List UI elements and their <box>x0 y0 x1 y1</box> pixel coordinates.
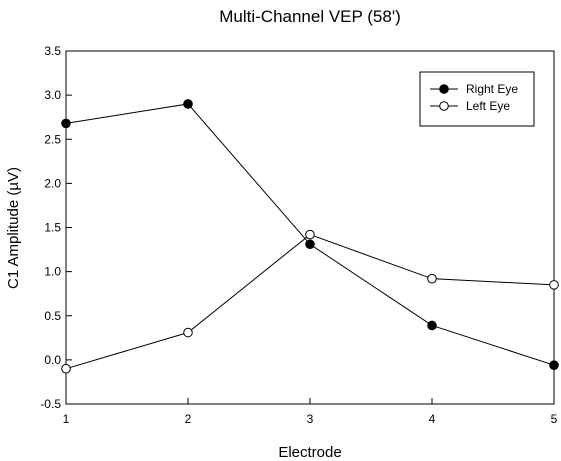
y-tick-label: 0.0 <box>44 353 61 367</box>
x-tick-label: 5 <box>551 412 558 426</box>
x-axis: 1 2 3 4 5 <box>63 398 558 426</box>
x-tick-label: 4 <box>429 412 436 426</box>
y-tick-label: 3.0 <box>44 88 61 102</box>
y-tick-label: -0.5 <box>40 397 61 411</box>
legend-marker-left-eye <box>439 101 449 111</box>
legend-label-left-eye: Left Eye <box>466 99 510 113</box>
y-tick-label: 2.5 <box>44 132 61 146</box>
left-eye-point <box>427 273 437 284</box>
left-eye-point <box>305 229 315 240</box>
y-tick-label: 0.5 <box>44 309 61 323</box>
left-eye-point <box>549 280 559 290</box>
y-tick-label: 2.0 <box>44 176 61 190</box>
right-eye-point <box>61 118 71 129</box>
y-tick-label: 3.5 <box>44 44 61 58</box>
legend-label-right-eye: Right Eye <box>466 82 518 96</box>
x-tick-label: 3 <box>307 412 314 426</box>
right-eye-point <box>549 360 559 370</box>
y-axis-title: C1 Amplitude (µV) <box>5 167 22 289</box>
legend-box <box>419 71 535 127</box>
left-eye-point <box>183 327 193 338</box>
legend: Right Eye Left Eye <box>419 71 535 127</box>
y-axis: -0.5 0.0 0.5 1.0 1.5 2.0 2.5 3.0 3.5 <box>40 44 72 411</box>
x-axis-title: Electrode <box>278 444 341 461</box>
x-tick-label: 2 <box>185 412 192 426</box>
right-eye-point <box>305 239 315 250</box>
right-eye-point <box>183 99 193 109</box>
x-tick-label: 1 <box>63 412 70 426</box>
y-tick-label: 1.0 <box>44 265 61 279</box>
left-eye-point <box>61 363 71 374</box>
chart-title: Multi-Channel VEP (58') <box>219 7 401 26</box>
legend-marker-right-eye <box>439 84 449 94</box>
left-eye-line <box>65 233 555 370</box>
y-tick-label: 1.5 <box>44 221 61 235</box>
series-layer <box>61 99 559 374</box>
right-eye-point <box>427 320 437 331</box>
